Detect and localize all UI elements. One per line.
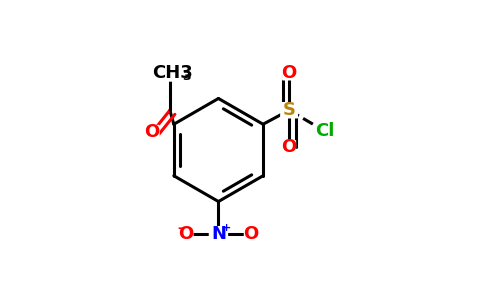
FancyBboxPatch shape — [282, 140, 296, 154]
FancyBboxPatch shape — [280, 102, 298, 119]
Text: -: - — [177, 221, 182, 235]
Text: 3: 3 — [182, 70, 190, 83]
Text: O: O — [282, 138, 297, 156]
Text: O: O — [145, 123, 160, 141]
FancyBboxPatch shape — [282, 66, 296, 80]
Text: O: O — [179, 225, 194, 243]
Text: CH3: CH3 — [152, 64, 193, 82]
FancyBboxPatch shape — [209, 226, 228, 242]
FancyBboxPatch shape — [153, 65, 187, 82]
Text: O: O — [282, 64, 297, 82]
FancyBboxPatch shape — [244, 226, 258, 242]
Text: +: + — [222, 223, 231, 233]
FancyBboxPatch shape — [316, 123, 333, 139]
Text: N: N — [211, 225, 226, 243]
FancyBboxPatch shape — [145, 125, 160, 140]
Text: S: S — [283, 101, 296, 119]
Text: O: O — [243, 225, 258, 243]
FancyBboxPatch shape — [179, 226, 194, 242]
Text: Cl: Cl — [315, 122, 334, 140]
